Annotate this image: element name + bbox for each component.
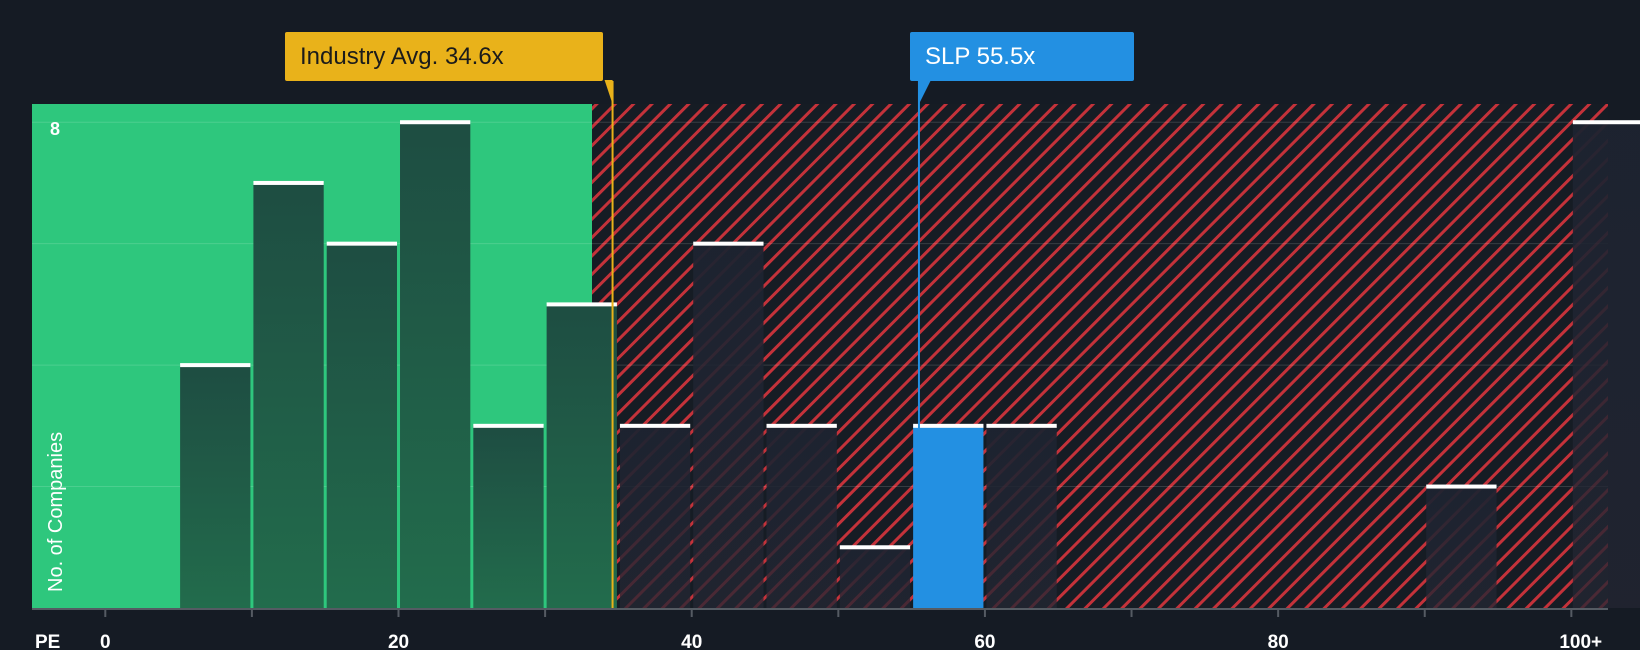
histogram-bar <box>986 425 1057 608</box>
company-pe-label: SLP 55.5x <box>910 32 1134 81</box>
histogram-bar <box>473 425 544 608</box>
bar-cap <box>1572 120 1640 125</box>
company-pe-pointer <box>918 80 931 104</box>
bar-cap <box>766 423 837 428</box>
histogram-bars <box>180 120 1640 609</box>
bar-cap <box>693 241 764 246</box>
x-tick-label: 80 <box>1268 632 1289 650</box>
bar-cap <box>986 423 1057 428</box>
y-axis-label: No. of Companies <box>45 432 67 592</box>
bar-cap <box>400 120 471 125</box>
bar-cap <box>1426 484 1497 489</box>
x-tick-label: 40 <box>681 632 702 650</box>
histogram-bar <box>253 182 324 608</box>
industry-avg-label: Industry Avg. 34.6x <box>285 32 603 81</box>
histogram-bar <box>839 547 911 608</box>
histogram-bar <box>1572 122 1640 609</box>
bar-cap <box>253 180 324 185</box>
company-bar <box>913 425 984 608</box>
industry-avg-pointer <box>604 80 613 104</box>
x-axis-label: PE <box>35 632 60 650</box>
bar-cap <box>913 423 984 428</box>
x-axis-ticks: 0 20 40 60 80 100+ <box>100 608 1602 650</box>
histogram-bar <box>693 243 764 608</box>
y-tick-label: 8 <box>50 119 60 139</box>
histogram-bar <box>180 365 251 608</box>
histogram-bar <box>766 425 837 608</box>
x-tick-label: 60 <box>974 632 995 650</box>
histogram-bar <box>1426 486 1497 608</box>
histogram-bar <box>619 425 691 608</box>
bar-cap <box>326 241 398 246</box>
x-tick-label: 0 <box>100 632 111 650</box>
histogram-bar <box>326 243 398 608</box>
bar-cap <box>619 423 691 428</box>
bar-cap <box>473 423 544 428</box>
histogram-bar <box>400 122 471 609</box>
x-tick-label: 100+ <box>1559 632 1602 650</box>
x-tick-label: 20 <box>388 632 409 650</box>
bar-cap <box>546 302 617 307</box>
histogram-bar <box>546 304 617 608</box>
bar-cap <box>180 363 251 368</box>
bar-cap <box>839 545 911 550</box>
